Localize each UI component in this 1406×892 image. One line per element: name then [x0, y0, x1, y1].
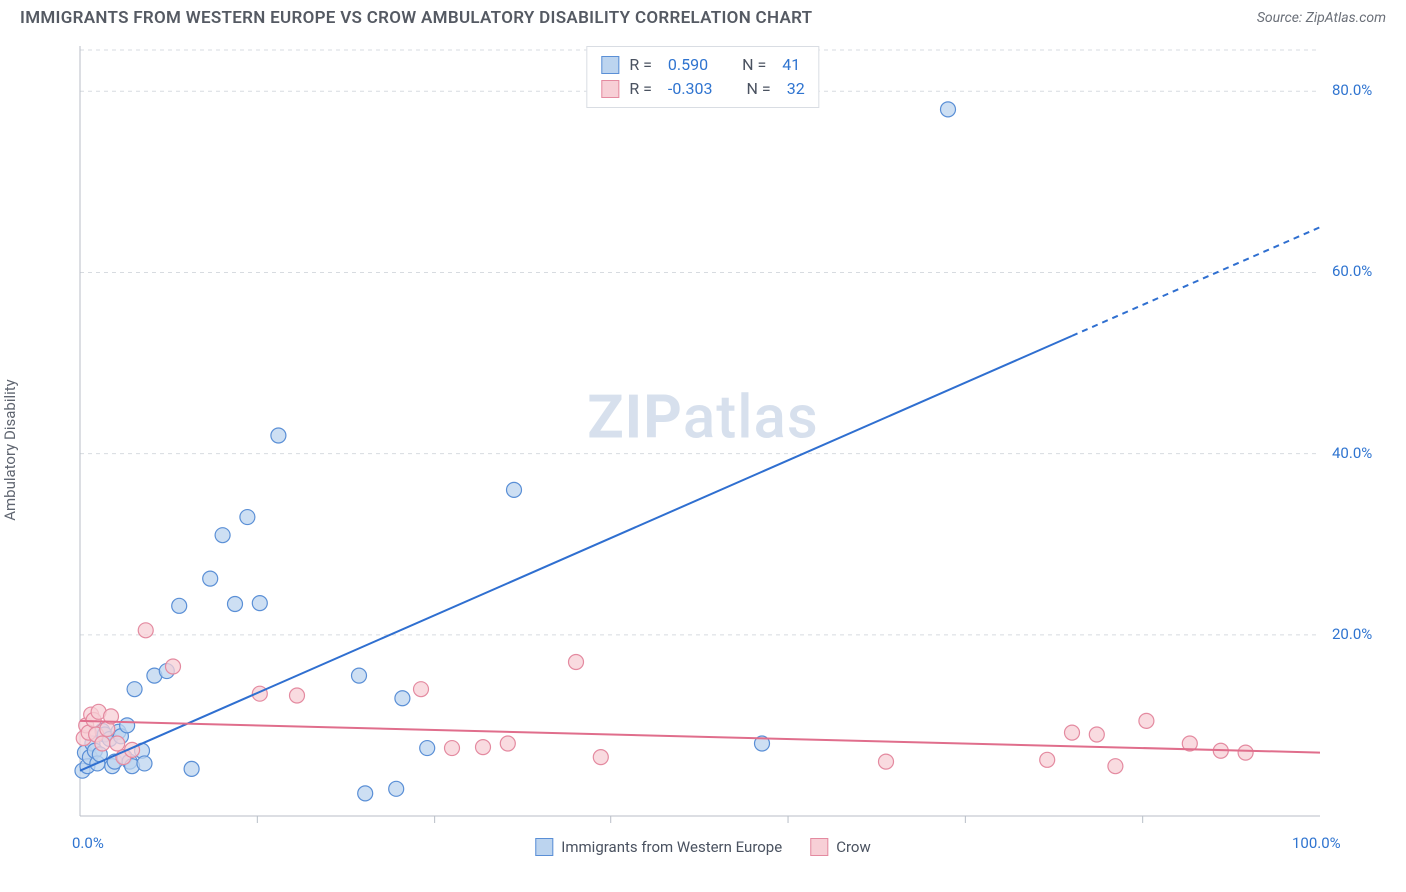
y-tick-label: 20.0%: [1332, 625, 1376, 643]
scatter-point: [1238, 745, 1253, 760]
scatter-point: [240, 510, 255, 525]
chart-container: Ambulatory Disability ZIPatlas R =0.590N…: [20, 40, 1386, 860]
scatter-point: [593, 750, 608, 765]
scatter-point: [95, 736, 110, 751]
chart-title: IMMIGRANTS FROM WESTERN EUROPE VS CROW A…: [20, 8, 812, 28]
n-value: 41: [782, 53, 800, 77]
y-tick-label: 80.0%: [1332, 81, 1376, 99]
series-legend: Immigrants from Western Europe Crow: [535, 838, 870, 856]
source-label: Source: ZipAtlas.com: [1257, 10, 1386, 26]
x-tick-label: 0.0%: [72, 834, 104, 852]
r-label: R =: [629, 53, 652, 77]
scatter-chart: [20, 40, 1386, 860]
scatter-point: [358, 786, 373, 801]
scatter-point: [569, 655, 584, 670]
r-value: -0.303: [668, 77, 713, 101]
y-tick-label: 60.0%: [1332, 262, 1376, 280]
scatter-point: [389, 781, 404, 796]
r-value: 0.590: [668, 53, 708, 77]
legend-row: R = -0.303 N = 32: [601, 77, 804, 101]
regression-line: [80, 336, 1072, 771]
scatter-point: [252, 596, 267, 611]
legend-item: Immigrants from Western Europe: [535, 838, 782, 856]
scatter-point: [1089, 727, 1104, 742]
scatter-point: [414, 682, 429, 697]
legend-swatch: [810, 838, 828, 856]
x-tick-label: 100.0%: [1292, 834, 1341, 852]
legend-swatch: [601, 80, 619, 98]
scatter-point: [215, 528, 230, 543]
scatter-point: [879, 754, 894, 769]
correlation-legend: R = 0.590 N = 41 R = -0.303 N = 32: [586, 46, 819, 108]
n-value: 32: [787, 77, 805, 101]
legend-row: R = 0.590 N = 41: [601, 53, 804, 77]
legend-swatch: [535, 838, 553, 856]
scatter-point: [228, 597, 243, 612]
n-label: N =: [747, 77, 771, 101]
scatter-point: [290, 688, 305, 703]
scatter-point: [1108, 759, 1123, 774]
scatter-point: [127, 682, 142, 697]
regression-line-dashed: [1072, 227, 1320, 336]
scatter-point: [395, 691, 410, 706]
scatter-point: [445, 741, 460, 756]
regression-line: [80, 721, 1320, 753]
scatter-point: [137, 756, 152, 771]
scatter-point: [507, 482, 522, 497]
scatter-point: [110, 736, 125, 751]
scatter-point: [1139, 713, 1154, 728]
legend-label: Immigrants from Western Europe: [561, 838, 782, 856]
n-label: N =: [742, 53, 766, 77]
scatter-point: [271, 428, 286, 443]
scatter-point: [166, 659, 181, 674]
scatter-point: [352, 668, 367, 683]
scatter-point: [184, 761, 199, 776]
legend-item: Crow: [810, 838, 871, 856]
y-axis-label: Ambulatory Disability: [1, 379, 19, 521]
r-label: R =: [629, 77, 652, 101]
scatter-point: [476, 740, 491, 755]
legend-swatch: [601, 56, 619, 74]
scatter-point: [138, 623, 153, 638]
y-tick-label: 40.0%: [1332, 444, 1376, 462]
scatter-point: [941, 102, 956, 117]
scatter-point: [172, 598, 187, 613]
scatter-point: [1040, 752, 1055, 767]
scatter-point: [420, 741, 435, 756]
legend-label: Crow: [836, 838, 871, 856]
scatter-point: [500, 736, 515, 751]
scatter-point: [203, 571, 218, 586]
scatter-point: [1065, 725, 1080, 740]
scatter-point: [120, 718, 135, 733]
